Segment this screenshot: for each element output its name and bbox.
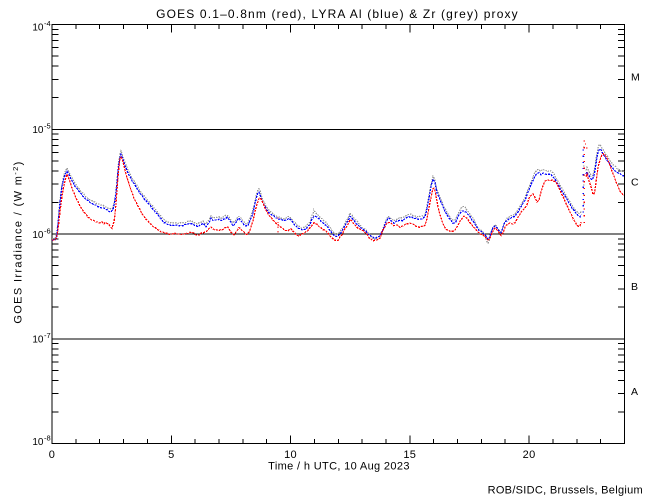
svg-text:5: 5 [168, 449, 174, 461]
svg-text:-8: -8 [44, 434, 51, 443]
svg-text:C: C [631, 176, 639, 188]
svg-text:Time / h UTC, 10 Aug 2023: Time / h UTC, 10 Aug 2023 [268, 461, 410, 473]
svg-text:GOES 0.1–0.8nm (red), LYRA Al: GOES 0.1–0.8nm (red), LYRA Al (blue) & Z… [156, 7, 519, 21]
svg-text:15: 15 [403, 449, 416, 461]
svg-text:-7: -7 [44, 331, 51, 340]
svg-text:10: 10 [32, 23, 44, 34]
svg-text:GOES Irradiance / (W m-2): GOES Irradiance / (W m-2) [11, 160, 25, 323]
svg-text:20: 20 [523, 449, 536, 461]
svg-text:B: B [631, 281, 638, 293]
svg-text:-6: -6 [44, 226, 51, 235]
svg-text:ROB/SIDC, Brussels, Belgium: ROB/SIDC, Brussels, Belgium [488, 485, 643, 497]
svg-text:10: 10 [32, 437, 44, 448]
svg-text:10: 10 [284, 449, 297, 461]
svg-text:M: M [631, 72, 640, 84]
svg-text:0: 0 [49, 449, 55, 461]
svg-text:10: 10 [32, 125, 44, 136]
svg-text:10: 10 [32, 335, 44, 346]
svg-text:-4: -4 [44, 19, 51, 28]
svg-text:-5: -5 [44, 122, 51, 131]
svg-text:A: A [631, 386, 638, 398]
svg-text:10: 10 [32, 230, 44, 241]
